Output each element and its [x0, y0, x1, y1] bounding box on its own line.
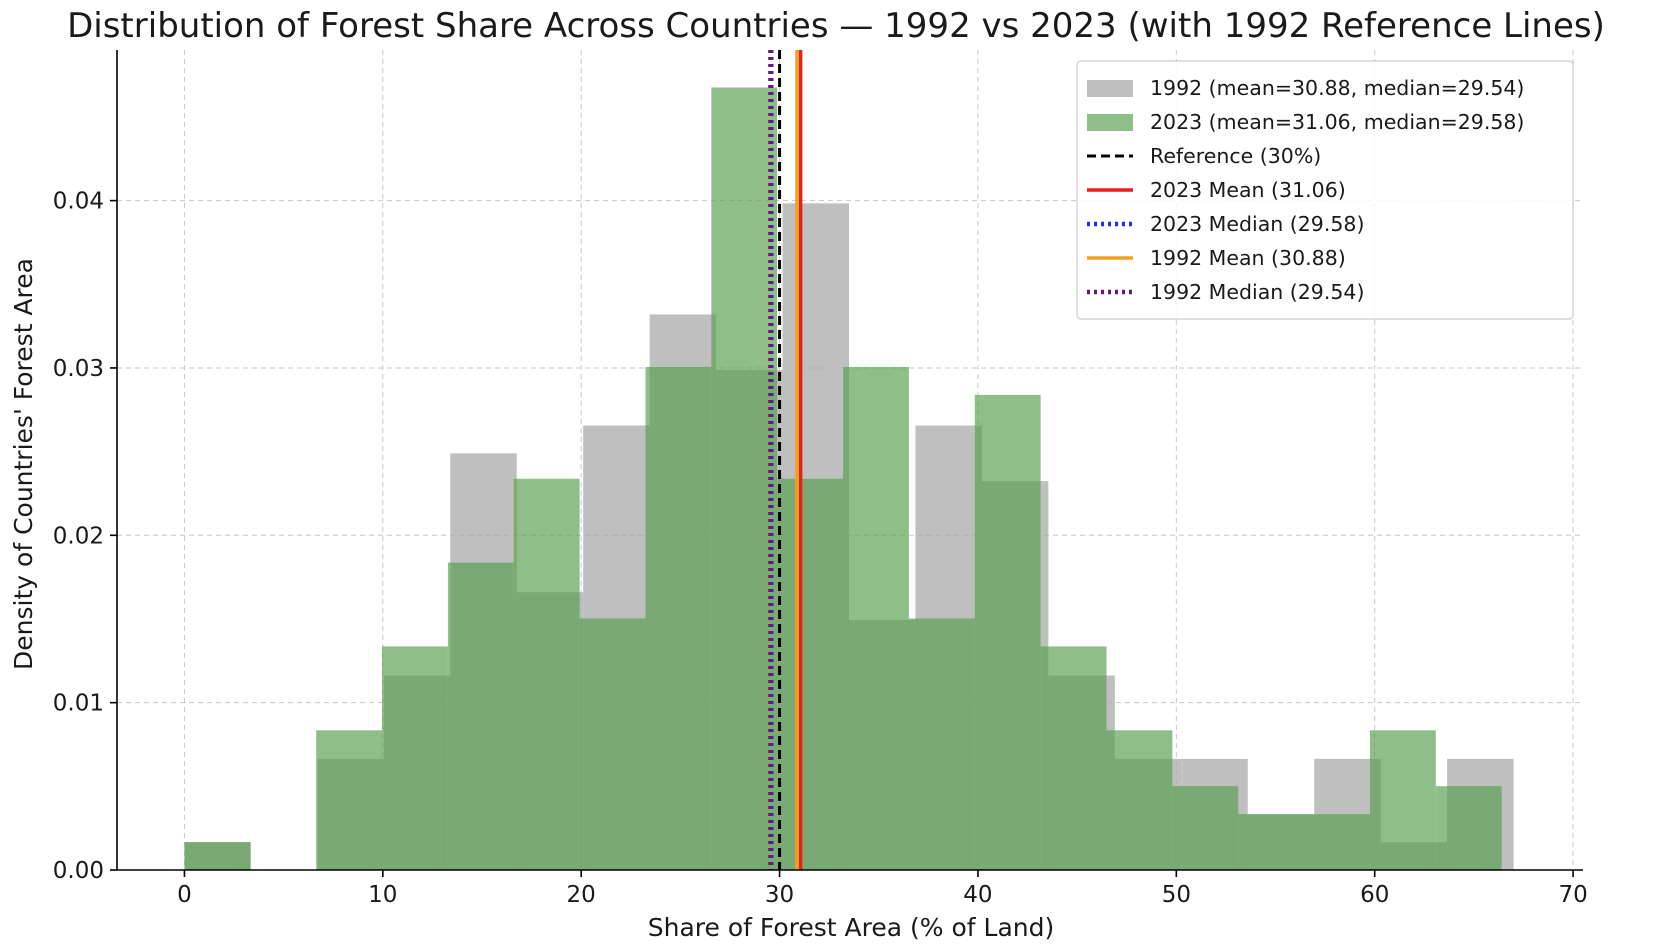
histogram-bar [843, 366, 909, 870]
legend-entry: 2023 (mean=31.06, median=29.58) [1087, 110, 1524, 134]
x-tick-label: 10 [368, 882, 397, 908]
y-tick-label: 0.03 [53, 356, 104, 382]
y-tick-label: 0.01 [53, 691, 104, 717]
histogram-bar [645, 366, 712, 870]
y-tick-label: 0.00 [53, 858, 104, 884]
histogram-bar [382, 646, 448, 870]
histogram-bar [447, 562, 514, 870]
histogram-bar [1435, 786, 1502, 870]
legend-swatch [1087, 114, 1133, 131]
chart-title: Distribution of Forest Share Across Coun… [67, 6, 1605, 46]
legend-label: 2023 Mean (31.06) [1150, 178, 1346, 202]
histogram-bar [908, 618, 975, 870]
legend-label: 1992 (mean=30.88, median=29.54) [1150, 76, 1524, 100]
x-axis-label: Share of Forest Area (% of Land) [648, 913, 1055, 942]
histogram-bar [974, 394, 1041, 870]
x-tick-label: 20 [567, 882, 596, 908]
legend-swatch [1087, 80, 1133, 97]
legend-box [1076, 60, 1574, 320]
x-tick-label: 60 [1360, 882, 1389, 908]
histogram-bar [513, 478, 580, 870]
histogram-bar [579, 618, 646, 870]
histogram-bar [1106, 730, 1173, 870]
histogram-bar [184, 842, 251, 870]
histogram-bar [1040, 646, 1107, 870]
legend-label: 2023 Median (29.58) [1150, 212, 1364, 236]
legend-entry: 1992 (mean=30.88, median=29.54) [1087, 76, 1524, 100]
legend-label: 2023 (mean=31.06, median=29.58) [1150, 110, 1524, 134]
histogram-bar [1369, 730, 1436, 870]
y-tick-label: 0.02 [53, 523, 104, 549]
x-tick-label: 50 [1162, 882, 1191, 908]
legend-label: 1992 Median (29.54) [1150, 280, 1364, 304]
x-tick-label: 70 [1558, 882, 1587, 908]
legend-entry: 2023 Mean (31.06) [1087, 178, 1346, 202]
histogram-bar [316, 730, 383, 870]
legend-entry: 1992 Mean (30.88) [1087, 246, 1346, 270]
axes: 0 10 20 30 40 50 60 70 0.00 0.01 0.02 0.03 0.04 [53, 50, 1588, 908]
histogram-bar [777, 478, 844, 870]
legend-label: 1992 Mean (30.88) [1150, 246, 1346, 270]
legend-label: Reference (30%) [1150, 144, 1321, 168]
histogram-bar [1238, 814, 1305, 870]
x-tick-label: 40 [963, 882, 992, 908]
legend: 1992 (mean=30.88, median=29.54) 2023 (mea… [1076, 60, 1574, 320]
histogram-bar [1304, 814, 1370, 870]
histogram-bar [1172, 786, 1239, 870]
x-tick-label: 0 [177, 882, 192, 908]
histogram-bars [184, 87, 1514, 870]
legend-entry: Reference (30%) [1087, 144, 1321, 168]
reference-lines [768, 50, 803, 870]
y-axis-label: Density of Countries' Forest Area [9, 258, 38, 670]
series-2023 [184, 87, 1502, 870]
legend-entry: 1992 Median (29.54) [1087, 280, 1364, 304]
legend-entry: 2023 Median (29.58) [1087, 212, 1364, 236]
histogram-bar [711, 87, 778, 870]
x-tick-label: 30 [765, 882, 794, 908]
y-tick-label: 0.04 [53, 189, 104, 215]
